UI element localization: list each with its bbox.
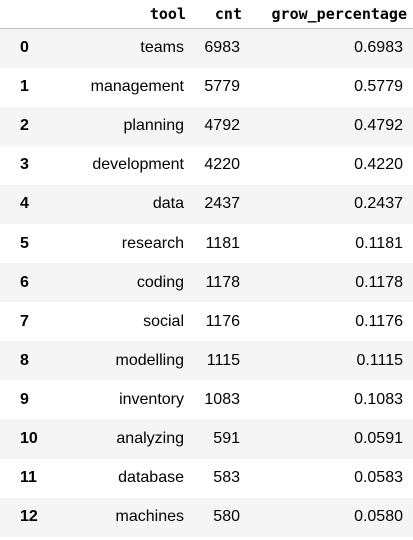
table-row: 2 planning 4792 0.4792 bbox=[0, 106, 413, 146]
cell-grow-percentage: 0.4220 bbox=[354, 156, 403, 174]
row-index: 8 bbox=[20, 351, 29, 369]
cell-cnt: 4220 bbox=[204, 156, 240, 174]
table-body: 0 teams 6983 0.6983 1 management 5779 0.5779 2 pl… bbox=[0, 28, 413, 537]
table-row: 8 modelling 1115 0.1115 bbox=[0, 341, 413, 381]
row-index: 1 bbox=[20, 78, 29, 96]
cell-tool: teams bbox=[140, 39, 184, 57]
table-row: 5 research 1181 0.1181 bbox=[0, 223, 413, 264]
cell-tool: social bbox=[143, 312, 184, 330]
cell-cnt: 580 bbox=[213, 508, 240, 526]
cell-grow-percentage: 0.2437 bbox=[354, 195, 403, 213]
cell-grow-percentage: 0.1176 bbox=[355, 312, 403, 330]
cell-grow-percentage: 0.0583 bbox=[354, 469, 403, 487]
table-row: 12 machines 580 0.0580 bbox=[0, 497, 413, 537]
table-row: 0 teams 6983 0.6983 bbox=[0, 28, 413, 68]
row-index: 6 bbox=[20, 273, 29, 291]
table-row: 6 coding 1178 0.1178 bbox=[0, 263, 413, 303]
table-row: 9 inventory 1083 0.1083 bbox=[0, 380, 413, 420]
cell-tool: research bbox=[121, 234, 184, 252]
cell-tool: modelling bbox=[115, 351, 184, 369]
table-row: 3 development 4220 0.4220 bbox=[0, 145, 413, 185]
cell-cnt: 583 bbox=[213, 469, 240, 487]
header-tool: tool bbox=[62, 0, 192, 29]
cell-grow-percentage: 0.1181 bbox=[355, 234, 403, 252]
table-row: 4 data 2437 0.2437 bbox=[0, 184, 413, 224]
cell-tool: analyzing bbox=[116, 429, 184, 447]
row-index: 12 bbox=[20, 508, 38, 526]
cell-grow-percentage: 0.4792 bbox=[354, 117, 403, 135]
cell-cnt: 4792 bbox=[204, 117, 240, 135]
cell-grow-percentage: 0.0580 bbox=[354, 508, 403, 526]
table-row: 10 analyzing 591 0.0591 bbox=[0, 419, 413, 459]
cell-tool: data bbox=[152, 195, 184, 213]
cell-tool: machines bbox=[115, 508, 184, 526]
cell-grow-percentage: 0.1083 bbox=[354, 390, 403, 408]
row-index: 9 bbox=[20, 390, 29, 408]
cell-cnt: 591 bbox=[213, 429, 240, 447]
table-row: 1 management 5779 0.5779 bbox=[0, 67, 413, 107]
cell-cnt: 1115 bbox=[206, 351, 240, 369]
header-row: tool cnt grow_percentage bbox=[0, 0, 413, 29]
row-index: 5 bbox=[20, 234, 29, 252]
row-index: 7 bbox=[20, 312, 29, 330]
cell-grow-percentage: 0.0591 bbox=[354, 429, 403, 447]
cell-cnt: 1181 bbox=[205, 234, 240, 252]
row-index: 3 bbox=[20, 156, 29, 174]
header-cnt: cnt bbox=[192, 0, 248, 29]
row-index: 10 bbox=[20, 429, 38, 447]
cell-grow-percentage: 0.6983 bbox=[354, 39, 403, 57]
header-index bbox=[0, 0, 62, 29]
cell-cnt: 1083 bbox=[204, 390, 240, 408]
table-row: 7 social 1176 0.1176 bbox=[0, 302, 413, 342]
cell-cnt: 2437 bbox=[204, 195, 240, 213]
table-header: tool cnt grow_percentage bbox=[0, 0, 413, 29]
cell-tool: planning bbox=[123, 117, 185, 135]
row-index: 2 bbox=[20, 117, 29, 135]
cell-grow-percentage: 0.1178 bbox=[355, 273, 403, 291]
cell-tool: coding bbox=[136, 273, 184, 291]
cell-tool: management bbox=[90, 78, 184, 96]
cell-tool: inventory bbox=[119, 390, 184, 408]
cell-grow-percentage: 0.5779 bbox=[354, 78, 403, 96]
row-index: 11 bbox=[20, 469, 37, 487]
cell-cnt: 1176 bbox=[205, 312, 240, 330]
cell-cnt: 6983 bbox=[204, 39, 240, 57]
table-row: 11 database 583 0.0583 bbox=[0, 458, 413, 498]
cell-cnt: 5779 bbox=[204, 78, 240, 96]
cell-grow-percentage: 0.1115 bbox=[356, 351, 403, 369]
cell-tool: development bbox=[92, 156, 184, 174]
header-grow-percentage: grow_percentage bbox=[248, 0, 413, 29]
row-index: 0 bbox=[20, 39, 29, 57]
cell-cnt: 1178 bbox=[205, 273, 240, 291]
row-index: 4 bbox=[20, 195, 29, 213]
cell-tool: database bbox=[118, 469, 184, 487]
